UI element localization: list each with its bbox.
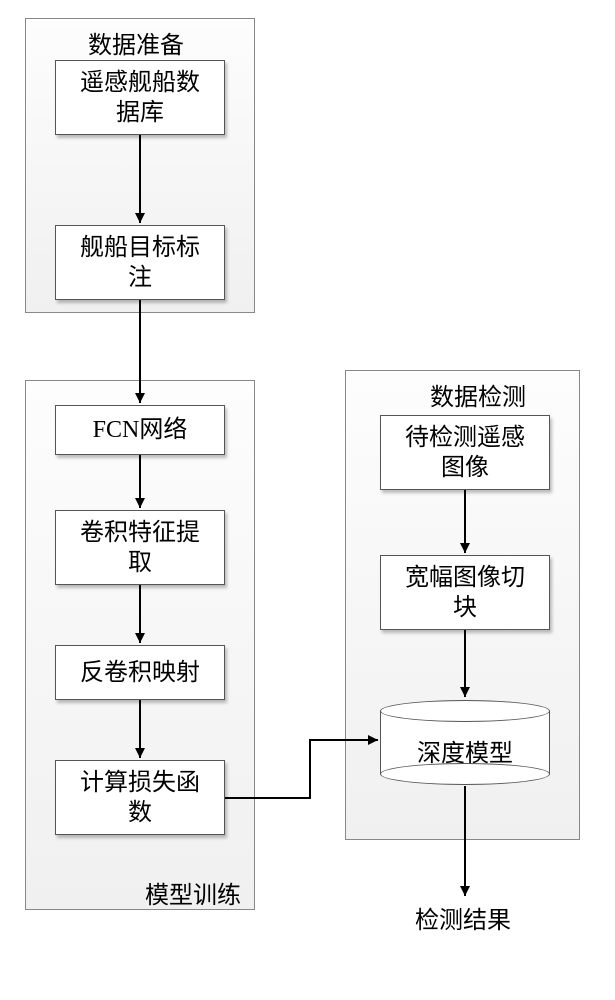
- node-deconv-mapping: 反卷积映射: [55, 645, 225, 700]
- node-label: 待检测遥感图像: [405, 423, 525, 483]
- node-label: 遥感舰船数据库: [80, 68, 200, 128]
- node-label: 卷积特征提取: [80, 518, 200, 578]
- node-compute-loss: 计算损失函数: [55, 760, 225, 835]
- node-deep-model-cylinder: 深度模型: [380, 700, 550, 785]
- node-label: FCN网络: [93, 415, 188, 445]
- node-rs-ship-database: 遥感舰船数据库: [55, 60, 225, 135]
- node-label: 深度模型: [380, 733, 550, 768]
- node-wide-image-tiling: 宽幅图像切块: [380, 555, 550, 630]
- node-ship-target-annotation: 舰船目标标注: [55, 225, 225, 300]
- group-data-prep-title: 数据准备: [88, 25, 184, 60]
- node-fcn-network: FCN网络: [55, 405, 225, 455]
- group-data-detection-title: 数据检测: [430, 377, 526, 412]
- label-detection-result: 检测结果: [415, 900, 511, 935]
- diagram-canvas: 数据准备 模型训练 数据检测 遥感舰船数据库 舰船目标标注 FCN网络 卷积特征…: [0, 0, 615, 1000]
- node-input-rs-image: 待检测遥感图像: [380, 415, 550, 490]
- node-conv-feature-extraction: 卷积特征提取: [55, 510, 225, 585]
- node-label: 宽幅图像切块: [405, 563, 525, 623]
- cylinder-top-ellipse: [380, 700, 550, 722]
- group-model-training-title: 模型训练: [145, 875, 241, 910]
- node-label: 舰船目标标注: [80, 233, 200, 293]
- node-label: 计算损失函数: [80, 768, 200, 828]
- node-label: 反卷积映射: [80, 658, 200, 688]
